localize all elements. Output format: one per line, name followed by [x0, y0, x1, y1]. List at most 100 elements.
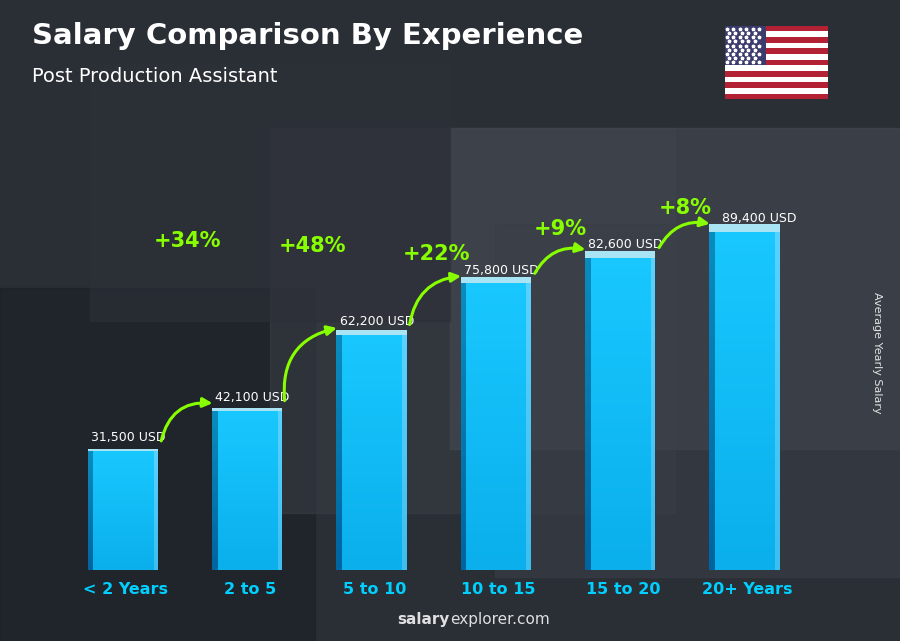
- Bar: [461, 394, 466, 398]
- Bar: [278, 512, 283, 515]
- Bar: [94, 538, 158, 540]
- Bar: [715, 429, 779, 435]
- Bar: [154, 507, 158, 509]
- Bar: [466, 522, 531, 528]
- Bar: [590, 424, 655, 429]
- Bar: [218, 531, 283, 533]
- Bar: [402, 567, 407, 570]
- Bar: [94, 455, 158, 457]
- Bar: [775, 254, 779, 260]
- Bar: [90, 64, 450, 321]
- Bar: [526, 307, 531, 312]
- Bar: [87, 507, 94, 509]
- Bar: [94, 503, 158, 505]
- Bar: [715, 283, 779, 288]
- Bar: [154, 567, 158, 569]
- Bar: [154, 505, 158, 507]
- Bar: [585, 524, 590, 529]
- Bar: [218, 451, 283, 454]
- Bar: [585, 492, 590, 497]
- Bar: [154, 523, 158, 525]
- Bar: [212, 496, 218, 499]
- Bar: [212, 464, 218, 467]
- Bar: [775, 497, 779, 503]
- Bar: [218, 422, 283, 424]
- Bar: [270, 128, 675, 513]
- Text: +48%: +48%: [278, 235, 346, 256]
- Bar: [402, 441, 407, 445]
- Bar: [342, 469, 407, 472]
- Bar: [775, 526, 779, 531]
- Bar: [94, 569, 158, 570]
- Bar: [724, 65, 828, 71]
- Bar: [709, 435, 715, 440]
- Bar: [212, 456, 218, 459]
- Bar: [651, 534, 655, 539]
- Bar: [337, 453, 342, 456]
- Bar: [342, 500, 407, 504]
- Bar: [461, 288, 466, 293]
- Bar: [775, 412, 779, 418]
- Bar: [218, 549, 283, 552]
- Bar: [342, 508, 407, 512]
- Bar: [715, 458, 779, 463]
- Bar: [87, 469, 94, 471]
- Bar: [715, 254, 779, 260]
- Bar: [278, 536, 283, 538]
- Bar: [212, 554, 218, 557]
- Bar: [651, 383, 655, 388]
- Bar: [461, 303, 466, 307]
- Bar: [94, 553, 158, 554]
- Bar: [651, 404, 655, 409]
- Bar: [651, 549, 655, 555]
- Bar: [94, 471, 158, 473]
- Bar: [585, 456, 590, 461]
- Bar: [585, 399, 590, 404]
- Bar: [775, 480, 779, 486]
- Bar: [94, 487, 158, 489]
- Bar: [87, 477, 94, 479]
- Bar: [218, 445, 283, 448]
- Bar: [590, 456, 655, 461]
- Bar: [526, 485, 531, 489]
- Bar: [709, 497, 715, 503]
- Bar: [715, 328, 779, 333]
- Bar: [218, 485, 283, 488]
- Bar: [278, 557, 283, 560]
- Bar: [218, 499, 283, 501]
- Bar: [218, 547, 283, 549]
- Bar: [526, 394, 531, 398]
- Bar: [154, 489, 158, 491]
- Bar: [585, 251, 655, 258]
- Bar: [402, 519, 407, 523]
- Bar: [709, 424, 715, 429]
- Bar: [585, 435, 590, 440]
- Bar: [337, 441, 342, 445]
- Bar: [590, 304, 655, 310]
- Bar: [651, 565, 655, 570]
- Bar: [651, 461, 655, 466]
- Bar: [154, 565, 158, 567]
- Bar: [724, 77, 828, 82]
- Bar: [715, 452, 779, 458]
- Bar: [526, 388, 531, 394]
- Bar: [87, 519, 94, 520]
- Bar: [715, 351, 779, 356]
- Bar: [342, 347, 407, 351]
- Bar: [466, 427, 531, 432]
- Bar: [154, 519, 158, 520]
- Bar: [154, 465, 158, 467]
- Bar: [278, 491, 283, 494]
- Bar: [218, 538, 283, 541]
- Bar: [461, 485, 466, 489]
- Bar: [154, 515, 158, 517]
- Bar: [526, 336, 531, 341]
- Bar: [402, 417, 407, 421]
- Bar: [218, 454, 283, 456]
- Bar: [154, 563, 158, 565]
- Bar: [337, 504, 342, 508]
- Bar: [94, 489, 158, 491]
- Bar: [709, 260, 715, 266]
- Bar: [590, 565, 655, 570]
- Bar: [342, 543, 407, 547]
